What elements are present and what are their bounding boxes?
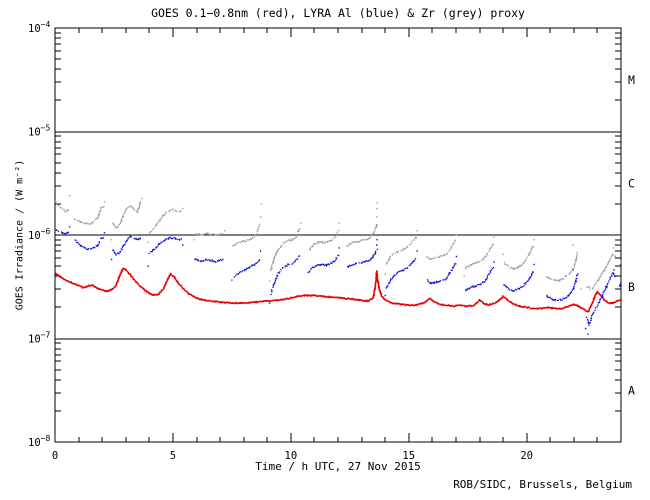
series-scatter-dots: [68, 226, 615, 335]
x-tick-labels: 0 5 10 15 20: [52, 450, 533, 462]
y-tick-label: 10−7: [28, 331, 50, 346]
x-tick-label: 0: [52, 450, 58, 462]
y-tick-label: 10−8: [28, 434, 50, 449]
flare-class-label-m: M: [628, 73, 635, 87]
series-curve: [55, 267, 621, 313]
series-goes-0-1-0-8nm: [55, 267, 621, 313]
x-tick-label: 10: [285, 450, 298, 462]
y-tick-label: 10−4: [28, 20, 50, 35]
flare-class-boundaries: [55, 131, 621, 340]
flare-class-label-b: B: [628, 280, 635, 294]
x-tick-label: 15: [402, 450, 415, 462]
x-axis-label: Time / h UTC, 27 Nov 2015: [255, 460, 421, 473]
y-tick-label: 10−6: [28, 227, 50, 242]
flare-class-labels: M C B A: [628, 73, 635, 397]
series-lyra-zr-proxy: [55, 194, 621, 290]
x-tick-label: 20: [520, 450, 533, 462]
flare-class-label-c: C: [628, 176, 635, 190]
series-curve: [55, 200, 621, 290]
series-curve: [55, 229, 621, 327]
chart-title: GOES 0.1−0.8nm (red), LYRA Al (blue) & Z…: [151, 6, 525, 20]
axis-ticks: [54, 27, 622, 443]
y-tick-labels: 10−4 10−5 10−6 10−7 10−8: [28, 20, 50, 449]
x-tick-label: 5: [170, 450, 176, 462]
credit-text: ROB/SIDC, Brussels, Belgium: [453, 478, 632, 491]
y-axis-label: GOES Irradiance / (W m⁻²): [14, 159, 26, 311]
plot-frame: [54, 27, 622, 443]
series-scatter-dots: [68, 194, 615, 290]
flare-class-label-a: A: [628, 383, 635, 397]
series-lyra-al-proxy: [55, 226, 621, 335]
y-tick-label: 10−5: [28, 124, 50, 139]
